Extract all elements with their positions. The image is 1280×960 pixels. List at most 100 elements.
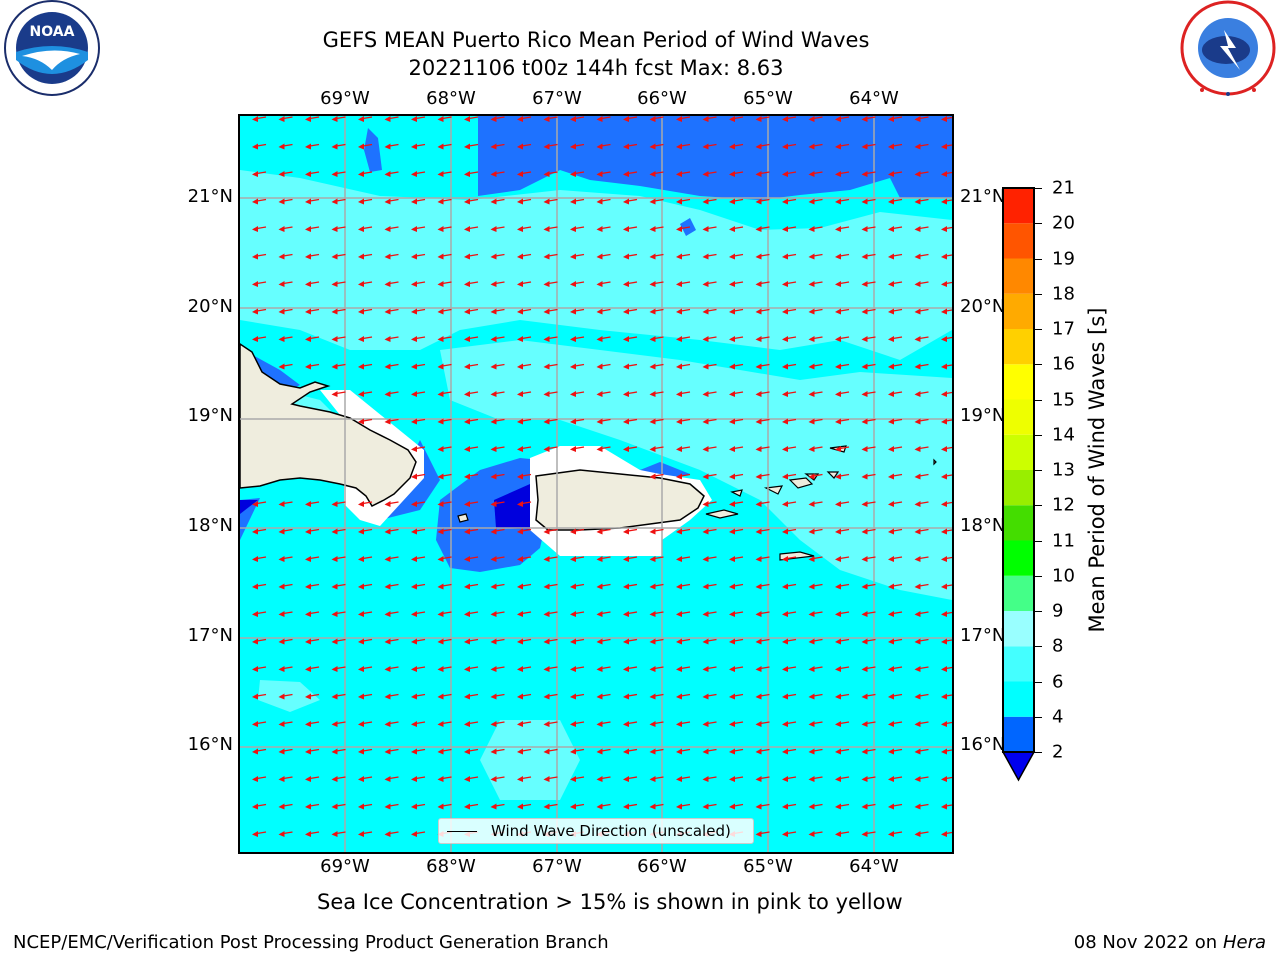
wind-arrow [888,721,903,727]
wind-arrow [464,611,479,617]
wind-arrow [808,528,823,535]
wind-arrow [411,446,426,452]
wind-arrow [305,501,320,507]
wind-arrow [305,556,320,562]
lat-label-left: 21°N [187,186,233,207]
wind-arrow [649,446,664,452]
colorbar-tick-label: 21 [1052,177,1075,199]
wind-arrow [490,528,505,535]
wind-arrow [278,611,293,617]
wind-arrow [782,638,797,645]
wind-arrow [676,418,691,425]
wind-arrow [358,748,373,755]
wind-arrow [570,666,585,672]
colorbar-segment [1003,716,1034,752]
wind-arrow [914,666,929,672]
wind-arrow [411,391,426,397]
wind-arrow [702,528,717,535]
wind-arrow [596,446,611,452]
colorbar-extend-triangle [1001,751,1036,782]
wind-arrow [464,363,479,370]
wind-arrow [411,473,426,480]
lon-label-top: 64°W [849,88,899,109]
wind-arrow [888,446,903,452]
wind-arrow [835,803,850,810]
wind-arrow [517,446,532,452]
wind-arrow [517,253,532,260]
footer-date-text: 08 Nov 2022 on [1073,932,1218,953]
wind-arrow [623,803,638,810]
wind-arrow [914,693,929,700]
wind-arrow [411,831,426,837]
wind-arrow [835,418,850,425]
wind-arrow [676,556,691,562]
wind-arrow [278,776,293,782]
wind-arrow [596,611,611,617]
wind-arrow [411,748,426,755]
wind-arrow [941,308,952,315]
wind-arrow [755,116,770,122]
wind-arrow [941,666,952,672]
wind-arrow [676,171,691,177]
wind-arrow [358,308,373,315]
wind-arrow [543,116,558,122]
colorbar-tick-label: 8 [1052,635,1064,657]
lon-label-bottom: 69°W [320,856,370,877]
wind-arrow [384,143,399,150]
wind-arrow [278,171,293,177]
lon-label-bottom: 64°W [849,856,899,877]
wind-arrow [729,363,744,370]
wind-arrow [278,336,293,342]
wind-arrow [437,748,452,755]
lon-label-bottom: 65°W [743,856,793,877]
wind-arrow [596,143,611,150]
wind-arrow [835,198,850,205]
wind-arrow [384,253,399,260]
colorbar-tick-label: 14 [1052,424,1075,446]
lat-label-right: 20°N [960,296,1006,317]
wind-arrow [517,666,532,672]
wind-arrow [278,363,293,370]
colorbar-tick-mark [1034,188,1042,189]
graticule [240,116,952,852]
wind-arrow [729,748,744,755]
wind-arrow [649,803,664,810]
wind-arrow [596,198,611,205]
wind-arrow [358,281,373,287]
wind-arrow [517,776,532,782]
wind-arrow [411,171,426,177]
wind-arrow [278,253,293,260]
wind-arrow [861,198,876,205]
wind-arrow [517,198,532,205]
map-area[interactable] [238,114,954,854]
wind-arrow [411,336,426,342]
wind-arrow [437,363,452,370]
colorbar-segment [1003,329,1034,365]
wind-arrow [808,116,823,122]
colorbar [1001,187,1036,782]
wind-arrow [517,721,532,727]
wind-arrow [305,831,320,837]
wind-arrow [702,748,717,755]
wind-arrow [782,308,797,315]
wind-arrow [835,473,850,480]
wind-arrow [305,308,320,315]
wind-arrow [623,693,638,700]
wind-arrow [861,666,876,672]
colorbar-tick-mark [1034,752,1042,753]
wind-arrow [755,336,770,342]
wind-arrow [808,611,823,617]
wind-arrow [702,803,717,810]
wind-arrow [517,528,532,535]
wind-arrow [437,693,452,700]
wind-arrow [941,363,952,370]
wind-arrow [888,418,903,425]
wind-arrow [464,528,479,535]
wind-arrow [570,226,585,232]
wind-arrow [676,611,691,617]
wind-arrow [835,611,850,617]
wind-arrow [702,116,717,122]
wind-arrow [729,583,744,590]
wind-arrow [570,776,585,782]
wind-arrow [278,143,293,150]
